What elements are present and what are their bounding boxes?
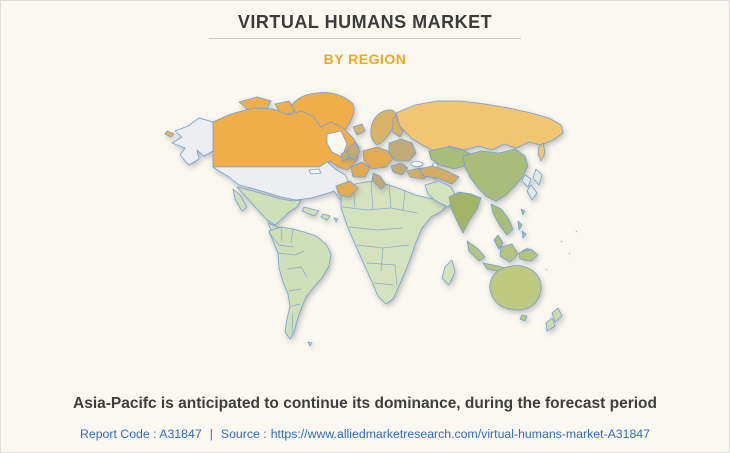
south-america-country-borders <box>268 226 308 334</box>
continent-oceania <box>466 230 578 332</box>
continent-africa <box>340 180 456 305</box>
by-region-subtitle: BY REGION <box>323 51 407 67</box>
title-divider <box>209 38 521 39</box>
region-iberia <box>335 180 359 198</box>
aleutian-islands <box>164 130 175 138</box>
region-iceland <box>352 123 366 136</box>
region-scandinavia <box>370 109 397 146</box>
footer-source-line: Report Code : A31847 | Source : https://www… <box>1 427 729 441</box>
world-map-container <box>159 87 603 365</box>
great-lakes <box>308 168 322 175</box>
region-iran-band <box>418 165 460 185</box>
region-china-east-asia <box>462 148 529 202</box>
continent-asia <box>418 148 543 250</box>
africa-country-borders <box>342 180 418 286</box>
region-tasmania <box>519 314 528 322</box>
continent-north-america <box>164 92 360 243</box>
region-malay-peninsula <box>493 234 504 250</box>
region-ireland <box>340 150 350 162</box>
source-prefix: Source : <box>220 427 267 441</box>
region-russia <box>395 100 564 153</box>
report-code: Report Code : A31847 <box>79 427 202 441</box>
region-baja <box>232 188 248 212</box>
region-korea <box>521 174 532 188</box>
source-url-link[interactable]: https://www.alliedmarketresearch.com/vir… <box>270 427 650 441</box>
region-sakhalin <box>537 142 546 162</box>
region-new-zealand <box>545 307 563 332</box>
map-caption: Asia-Pacifc is anticipated to continue i… <box>73 395 657 412</box>
black-sea <box>410 161 424 167</box>
continent-south-america <box>268 226 332 347</box>
continent-europe <box>335 109 431 198</box>
region-borneo <box>499 243 519 263</box>
region-taiwan <box>520 208 526 216</box>
region-caribbean <box>301 206 339 223</box>
region-indochina <box>490 203 514 236</box>
footer-separator: | <box>209 427 213 441</box>
region-africa <box>340 180 450 305</box>
region-mexico <box>236 186 302 226</box>
pacific-island-dots <box>545 230 578 271</box>
region-madagascar <box>441 259 456 286</box>
region-sumatra <box>466 240 486 262</box>
region-italy <box>371 172 387 190</box>
page-title: VIRTUAL HUMANS MARKET <box>237 12 493 32</box>
region-australia <box>489 265 542 311</box>
region-balkans <box>390 162 409 176</box>
world-map <box>164 92 578 347</box>
region-japan <box>526 168 543 201</box>
region-new-guinea <box>518 248 539 262</box>
region-philippines <box>517 220 527 239</box>
region-eastern-europe <box>388 138 417 162</box>
region-alaska <box>171 117 214 166</box>
region-india <box>448 191 482 234</box>
region-usa <box>212 161 349 201</box>
falkland-islands <box>307 341 313 347</box>
region-central-europe <box>362 146 394 170</box>
region-south-america <box>268 226 332 340</box>
region-canada <box>212 107 360 171</box>
region-france <box>350 161 371 178</box>
